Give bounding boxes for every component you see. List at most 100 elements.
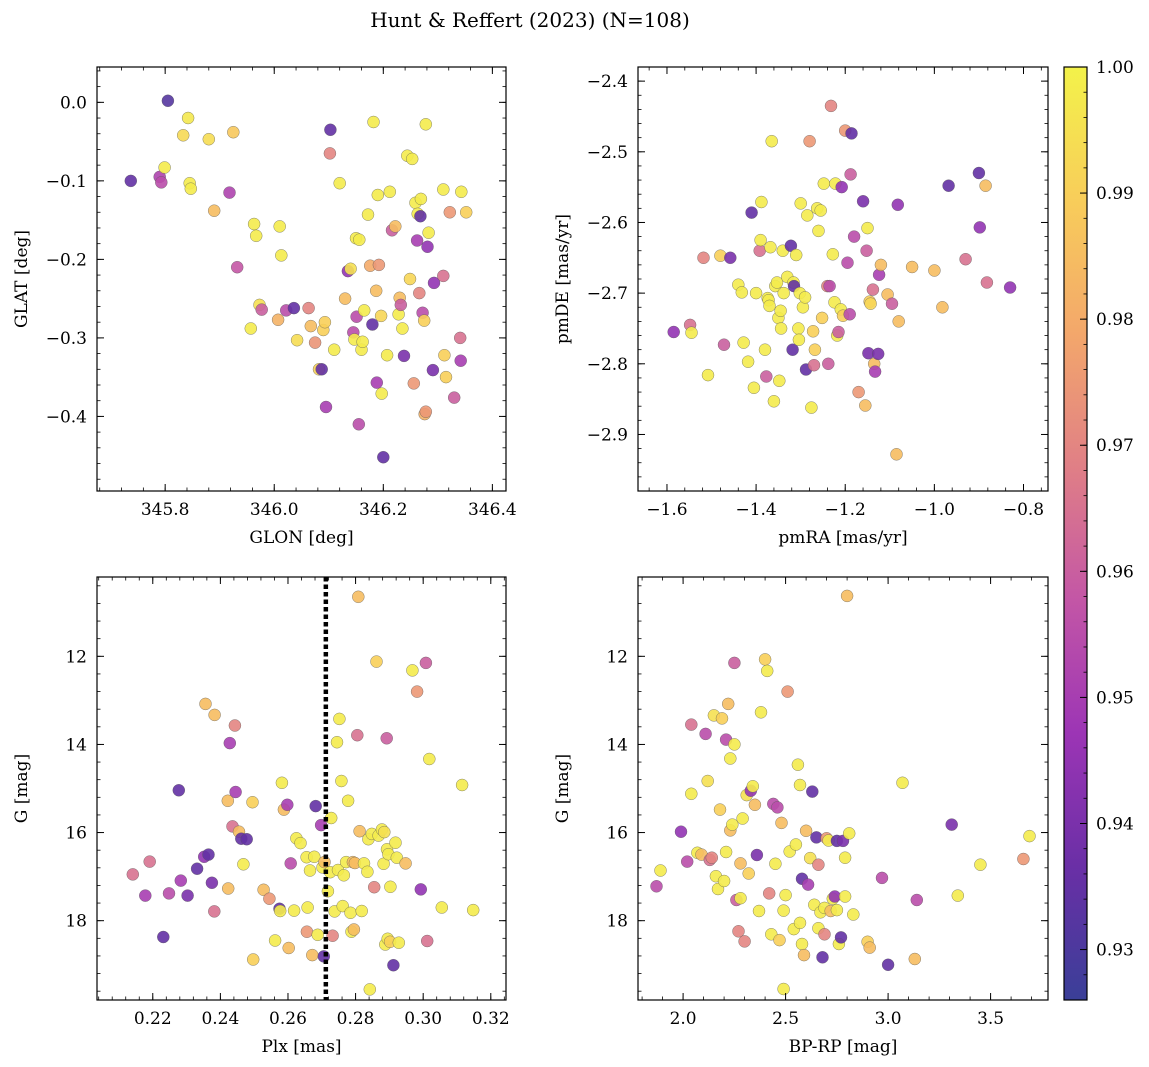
scatter-point: [335, 774, 348, 788]
scatter-point: [257, 883, 270, 897]
scatter-point: [896, 776, 909, 790]
y-tick-label: −2.4: [587, 72, 628, 92]
scatter-point: [271, 313, 285, 327]
scatter-point: [806, 785, 819, 798]
scatter-point: [126, 868, 140, 881]
scatter-point: [423, 752, 436, 766]
scatter-point: [300, 925, 314, 938]
scatter-point: [318, 315, 332, 329]
y-tick-label: 16: [606, 824, 628, 844]
colorbar-tick-label: 0.99: [1096, 184, 1134, 204]
scatter-point: [807, 358, 821, 372]
colorbar-tick-label: 0.95: [1096, 688, 1134, 708]
scatter-point: [419, 405, 433, 418]
scatter-point: [980, 276, 994, 289]
scatter-point: [327, 343, 341, 356]
scatter-point: [337, 869, 351, 882]
scatter-point: [268, 934, 282, 947]
scatter-point: [229, 785, 242, 799]
scatter-point: [375, 387, 388, 400]
y-tick-label: −2.7: [587, 284, 628, 304]
scatter-point: [172, 784, 186, 797]
scatter-point: [928, 264, 941, 277]
scatter-point: [845, 127, 858, 140]
scatter-point: [713, 803, 727, 816]
scatter-point: [221, 794, 235, 808]
scatter-point: [871, 347, 885, 361]
scatter-point: [308, 336, 322, 349]
scatter-point: [380, 732, 393, 745]
scatter-point: [301, 901, 314, 914]
scatter-point: [338, 292, 352, 305]
scatter-point: [399, 857, 412, 870]
scatter-point: [841, 256, 854, 269]
scatter-point: [174, 874, 188, 887]
scatter-point: [791, 758, 805, 771]
scatter-point: [764, 240, 777, 254]
scatter-point: [823, 279, 836, 293]
scatter-point: [158, 161, 171, 174]
scatter-point: [798, 291, 812, 304]
scatter-point: [793, 778, 807, 792]
scatter-point: [370, 655, 383, 668]
scatter-point: [890, 448, 903, 461]
scatter-point: [748, 798, 762, 812]
y-tick-label: 14: [65, 735, 87, 755]
scatter-point: [406, 664, 419, 677]
y-tick-label: −2.8: [587, 355, 628, 375]
scatter-point: [781, 685, 794, 698]
scatter-points: [650, 589, 1036, 996]
scatter-point: [326, 929, 339, 942]
scatter-point: [357, 304, 371, 317]
scatter-point: [979, 179, 992, 192]
scatter-point: [223, 186, 236, 199]
scatter-point: [439, 370, 453, 384]
scatter-point: [419, 118, 433, 131]
scatter-point: [311, 928, 324, 942]
scatter-point: [701, 774, 714, 788]
x-tick-label: 0.28: [337, 1009, 375, 1029]
y-axis-label: GLAT [deg]: [12, 230, 32, 328]
scatter-point: [344, 262, 357, 276]
x-tick-label: 0.22: [134, 1009, 172, 1029]
scatter-point: [371, 188, 385, 202]
scatter-point: [407, 377, 421, 390]
x-tick-label: −1.6: [646, 500, 687, 520]
scatter-point: [717, 338, 731, 351]
scatter-point: [972, 166, 986, 180]
y-tick-label: 16: [65, 824, 87, 844]
scatter-point: [832, 325, 845, 339]
cmd-color-scatter-plot: 2.0 2.5 3.0 3.5 12 14 16 18 BP-RP [mag] G [mag]: [553, 576, 1049, 1057]
scatter-point: [387, 958, 400, 972]
scatter-point: [139, 889, 152, 902]
scatter-point: [353, 233, 366, 246]
scatter-point: [190, 862, 204, 875]
scatter-point: [367, 880, 381, 894]
scatter-point: [863, 941, 876, 954]
proper-motion-scatter-plot: −1.6 −1.4 −1.2 −1.0 −0.8 −2.9 −2.8 −2.7 −2.6 −2.5…: [553, 66, 1049, 548]
scatter-point: [249, 229, 263, 243]
scatter-point: [864, 297, 877, 310]
scatter-point: [435, 901, 449, 914]
scatter-point: [721, 697, 735, 711]
scatter-point: [427, 276, 441, 290]
scatter-point: [777, 286, 790, 300]
scatter-point: [875, 871, 889, 885]
scatter-point: [654, 864, 667, 877]
scatter-point: [905, 260, 919, 274]
scatter-point: [353, 824, 366, 838]
scatter-point: [319, 400, 333, 414]
scatter-point: [392, 936, 406, 949]
scatter-point: [1003, 281, 1017, 294]
scatter-point: [749, 286, 763, 300]
scatter-point: [734, 857, 747, 870]
scatter-point: [773, 933, 786, 947]
scatter-point: [650, 880, 663, 893]
scatter-point: [674, 825, 688, 838]
scatter-point: [1017, 852, 1030, 866]
scatter-point: [747, 381, 761, 395]
y-tick-label: 0.0: [60, 93, 87, 113]
colorbar-tick-label: 0.96: [1096, 562, 1134, 582]
scatter-point: [885, 297, 899, 310]
